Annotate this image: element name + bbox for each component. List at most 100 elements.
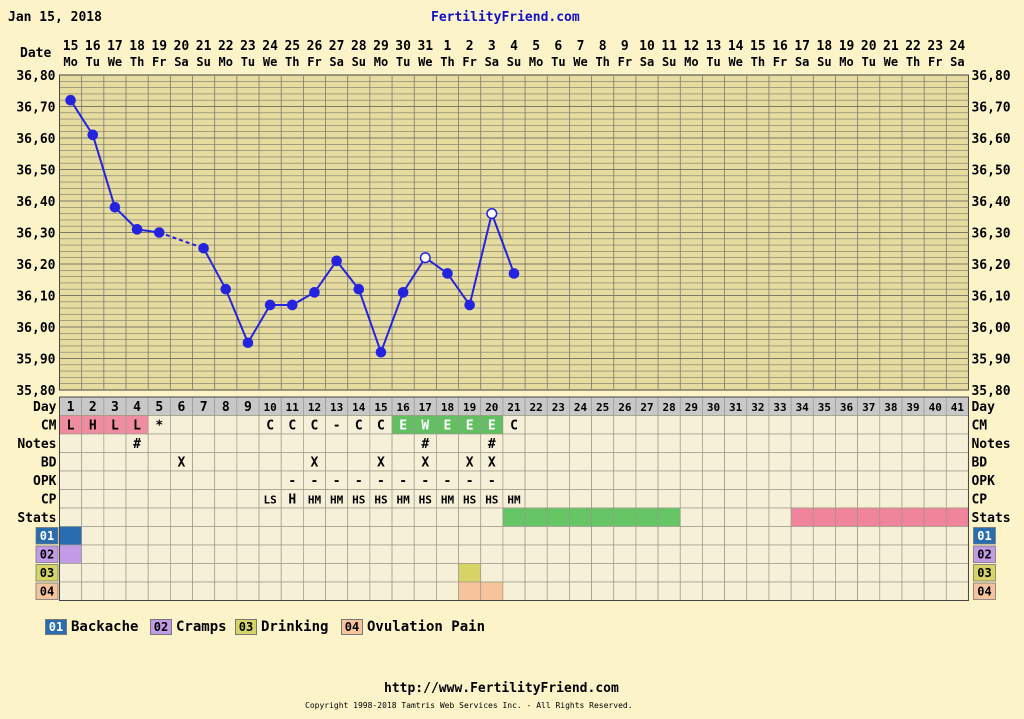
date-label: 28 [351,39,367,54]
data-grid-border [59,396,969,601]
grid-cell [524,544,548,564]
grid-cell [768,544,792,564]
grid-cell [923,507,947,527]
grid-cell [147,489,171,509]
grid-cell [679,489,703,509]
row-cell-cm: E [444,419,452,434]
grid-cell [923,581,947,601]
grid-cell [325,526,349,546]
row-cell-cp: HS [374,494,387,507]
date-label: 21 [196,39,212,54]
weekday-label: Sa [640,55,654,69]
weekday-label: Fr [307,55,321,69]
grid-cell [391,544,415,564]
symptom-code-box-left [35,527,59,545]
y-tick-label-right: 35,90 [971,353,1010,368]
row-label-left: Day [33,400,57,415]
grid-cell [125,526,149,546]
row-label-right: Stats [971,511,1010,526]
grid-cell [502,544,526,564]
row-cell-cp: HM [441,494,455,507]
grid-cell [524,581,548,601]
grid-cell [613,563,637,583]
grid-cell [214,415,238,435]
site-title[interactable]: FertilityFriend.com [431,10,580,25]
grid-cell [879,526,903,546]
row-cell-cm: E [399,419,407,434]
grid-cell [835,563,858,583]
grid-cell [812,470,836,490]
date-label: 7 [577,39,585,54]
temp-line-dashed [158,231,204,250]
grid-cell [369,544,393,564]
grid-cell [192,489,216,509]
grid-cell [857,433,881,453]
row-cell-cp: H [288,493,296,508]
row-cell-notes: # [133,437,141,452]
grid-cell [657,433,681,453]
grid-cell [569,544,592,564]
grid-cell [258,544,282,564]
y-tick-label-right: 36,50 [971,164,1010,179]
grid-cell [458,507,482,527]
symptom-code-left: 02 [40,548,54,562]
grid-cell [236,415,260,435]
grid-cell [657,489,681,509]
grid-cell [569,526,592,546]
grid-cell [901,526,925,546]
legend-swatch: 04 [341,619,363,635]
temp-line-segment [357,288,382,353]
grid-cell [746,489,770,509]
temp-point [353,283,365,295]
weekday-label: Fr [152,55,166,69]
grid-cell [746,415,770,435]
grid-cell [901,433,925,453]
temp-point [331,255,342,267]
grid-cell [613,415,637,435]
grid-cell [458,433,482,453]
grid-cell [236,433,260,453]
grid-cell [214,452,238,472]
weekday-label: Th [130,55,144,69]
date-label: 30 [395,39,411,54]
grid-cell [103,489,127,509]
row-label-left: Notes [17,437,56,452]
weekday-label: Th [751,55,765,69]
grid-cell [59,544,83,564]
grid-cell [192,507,216,527]
symptom-code-box-right [973,564,996,582]
row-cell-day: 16 [397,401,411,414]
row-cell-day: 1 [67,400,75,415]
row-label-left: OPK [33,474,57,489]
row-cell-day: 21 [507,401,521,414]
row-cell-day: 13 [330,401,343,414]
grid-cell [945,470,969,490]
grid-cell [835,544,858,564]
row-cell-cm: E [488,419,496,434]
temp-line-segment [468,213,493,306]
row-cell-cm: C [311,419,319,434]
grid-cell [768,433,792,453]
grid-cell [214,563,238,583]
grid-cell [790,544,814,564]
grid-cell [391,452,415,472]
grid-cell [879,489,903,509]
grid-cell [103,581,127,601]
date-label: 29 [373,39,389,54]
grid-cell [702,544,725,564]
footer-url[interactable]: http://www.FertilityFriend.com [384,681,619,696]
grid-cell [657,526,681,546]
row-cell-cp: HM [308,494,322,507]
grid-cell [679,507,703,527]
grid-cell [879,581,903,601]
grid-cell [369,433,393,453]
grid-cell [192,563,216,583]
grid-cell [258,526,282,546]
grid-cell [945,581,969,601]
grid-cell [546,470,570,490]
row-cell-day: 33 [773,401,786,414]
date-label: 24 [950,39,966,54]
grid-cell [901,415,925,435]
legend-swatch: 01 [45,619,67,635]
grid-cell [436,581,459,601]
